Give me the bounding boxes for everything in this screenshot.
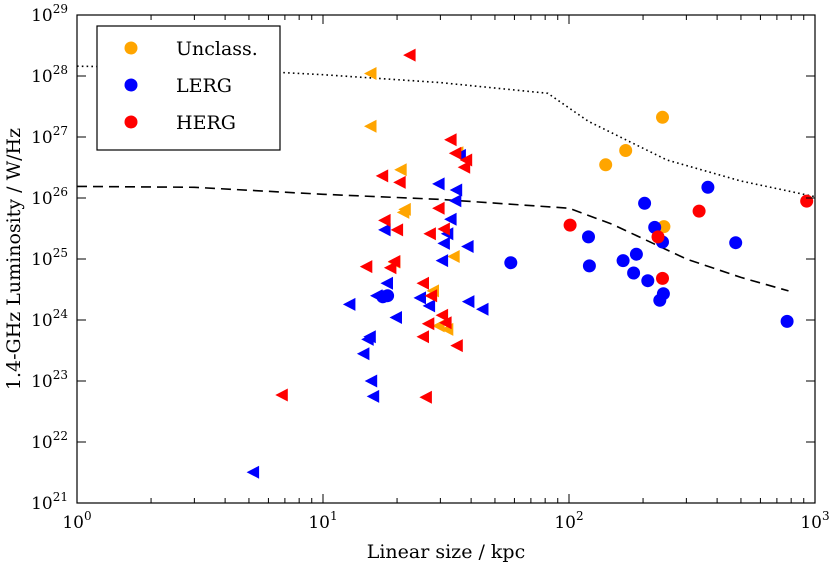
lerg-circle-point bbox=[780, 314, 794, 328]
herg-circle-point bbox=[563, 218, 577, 232]
x-tick-label: 100 bbox=[62, 509, 91, 533]
y-tick-label: 1026 bbox=[31, 185, 68, 209]
lerg-circle-point bbox=[729, 236, 743, 250]
legend-label-lerg: LERG bbox=[176, 75, 232, 97]
lerg-triangle-point bbox=[432, 177, 445, 191]
herg-triangle-point bbox=[416, 276, 429, 290]
unclass-triangle-point bbox=[396, 205, 410, 219]
lerg-triangle-point bbox=[435, 254, 449, 268]
herg-triangle-point bbox=[448, 146, 462, 160]
herg-circle-point bbox=[692, 204, 706, 218]
unclass-circle-point bbox=[599, 158, 613, 172]
lerg-triangle-point bbox=[363, 330, 376, 344]
legend-label-unclassified: Unclass. bbox=[176, 38, 258, 60]
lerg-triangle-point bbox=[448, 194, 462, 208]
herg-triangle-point bbox=[423, 227, 436, 241]
unclass-triangle-point bbox=[364, 119, 377, 133]
herg-triangle-point bbox=[416, 330, 429, 344]
herg-triangle-point bbox=[435, 308, 449, 322]
lerg-triangle-point bbox=[444, 212, 457, 226]
herg-triangle-point bbox=[439, 316, 452, 330]
lerg-triangle-point bbox=[449, 183, 463, 197]
unclass-triangle-point bbox=[447, 250, 460, 263]
lerg-triangle-point bbox=[476, 302, 489, 316]
lerg-triangle-point bbox=[246, 465, 260, 479]
x-axis-label: Linear size / kpc bbox=[367, 541, 526, 563]
herg-triangle-point bbox=[387, 255, 401, 268]
x-tick-label: 102 bbox=[554, 509, 583, 533]
y-tick-label: 1025 bbox=[31, 246, 68, 270]
herg-triangle-point bbox=[450, 339, 463, 353]
lerg-triangle-point bbox=[389, 311, 402, 324]
unclass-circle-point bbox=[656, 110, 669, 124]
unclass-circle-point bbox=[619, 144, 633, 157]
lerg-triangle-point bbox=[461, 240, 474, 253]
y-axis-label: 1.4-GHz Luminosity / W/Hz bbox=[3, 128, 25, 390]
lerg-circle-point bbox=[656, 287, 670, 301]
herg-triangle-point bbox=[375, 169, 389, 183]
lerg-triangle-point bbox=[437, 236, 450, 250]
lerg-circle-point bbox=[701, 180, 715, 194]
legend-marker-herg bbox=[124, 115, 138, 129]
herg-triangle-point bbox=[393, 175, 406, 189]
lerg-triangle-point bbox=[364, 374, 378, 388]
lerg-circle-point bbox=[582, 259, 596, 273]
lerg-triangle-point bbox=[413, 291, 426, 305]
unclass-triangle-point bbox=[364, 67, 377, 80]
lerg-circle-point bbox=[376, 290, 390, 304]
y-tick-label: 1029 bbox=[31, 2, 68, 26]
y-tick-label: 1023 bbox=[31, 368, 68, 392]
lerg-triangle-point bbox=[461, 295, 475, 309]
legend-marker-lerg bbox=[124, 78, 138, 92]
herg-triangle-point bbox=[424, 289, 438, 303]
herg-triangle-point bbox=[457, 160, 471, 174]
y-tick-label: 1022 bbox=[31, 429, 68, 453]
dashed-line bbox=[77, 185, 789, 292]
lerg-triangle-point bbox=[342, 297, 356, 311]
herg-triangle-point bbox=[390, 223, 404, 237]
herg-triangle-point bbox=[275, 388, 288, 402]
herg-triangle-point bbox=[444, 133, 457, 147]
herg-triangle-point bbox=[383, 261, 397, 275]
lerg-triangle-point bbox=[366, 389, 380, 403]
lerg-circle-point bbox=[616, 254, 630, 268]
y-tick-label: 1024 bbox=[31, 307, 68, 331]
herg-circle-point bbox=[800, 194, 814, 208]
lerg-triangle-point bbox=[422, 299, 436, 313]
herg-triangle-point bbox=[419, 390, 432, 404]
y-tick-label: 1028 bbox=[31, 63, 68, 87]
x-tick-label: 103 bbox=[800, 509, 829, 533]
lerg-triangle-point bbox=[378, 223, 391, 237]
herg-triangle-point bbox=[421, 317, 435, 331]
y-tick-label: 1021 bbox=[31, 490, 68, 514]
lerg-circle-point bbox=[504, 256, 518, 270]
herg-circle-point bbox=[656, 271, 669, 285]
lerg-triangle-point bbox=[380, 276, 393, 290]
herg-triangle-point bbox=[359, 260, 373, 274]
lerg-circle-point bbox=[638, 196, 652, 210]
unclass-triangle-point bbox=[394, 163, 407, 177]
legend: Unclass. LERG HERG bbox=[96, 25, 281, 151]
legend-marker-unclassified bbox=[124, 41, 138, 55]
dotted-line bbox=[77, 65, 815, 198]
legend-label-herg: HERG bbox=[176, 112, 236, 134]
herg-triangle-point bbox=[378, 213, 391, 227]
y-tick-label: 1027 bbox=[31, 124, 68, 148]
herg-triangle-point bbox=[459, 153, 473, 167]
lerg-circle-point bbox=[641, 274, 655, 288]
herg-triangle-point bbox=[403, 48, 416, 62]
x-tick-label: 101 bbox=[308, 509, 337, 533]
lerg-circle-point bbox=[582, 230, 595, 244]
herg-circle-point bbox=[651, 230, 665, 244]
lerg-circle-point bbox=[629, 247, 643, 261]
lerg-circle-point bbox=[627, 266, 641, 280]
herg-triangle-point bbox=[432, 201, 445, 215]
herg-triangle-point bbox=[437, 222, 450, 236]
lerg-triangle-point bbox=[356, 347, 370, 361]
